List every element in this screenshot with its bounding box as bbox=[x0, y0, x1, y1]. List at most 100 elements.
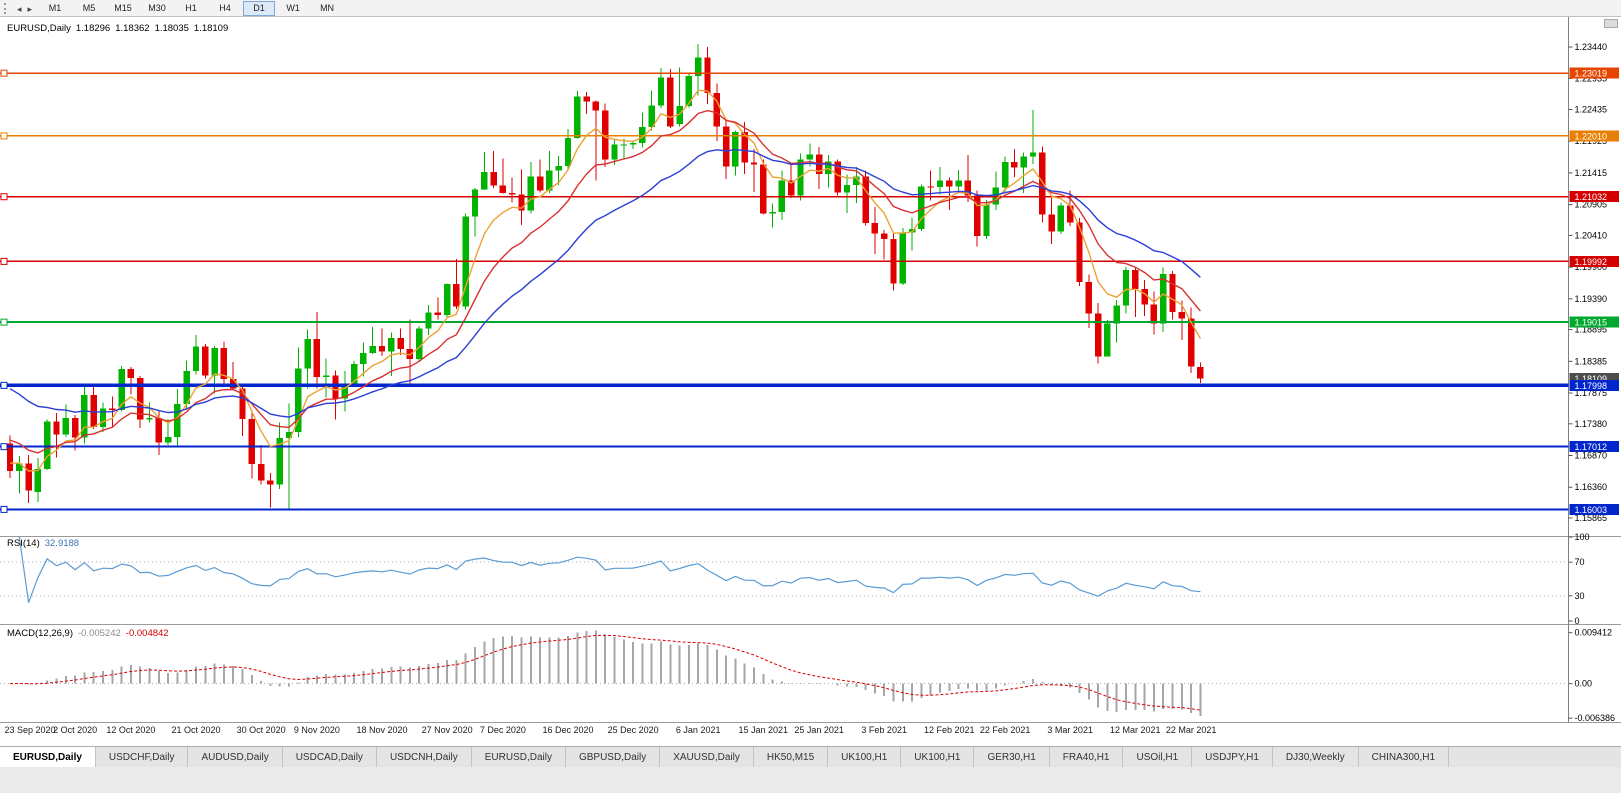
chart-tab[interactable]: USDCHF,Daily bbox=[95, 747, 189, 767]
chart-tab[interactable]: EURUSD,Daily bbox=[471, 747, 566, 767]
chart-tab[interactable]: USOil,H1 bbox=[1123, 747, 1193, 767]
timeframe-h4-button[interactable]: H4 bbox=[219, 2, 231, 13]
svg-text:16 Dec 2020: 16 Dec 2020 bbox=[542, 725, 593, 735]
svg-text:-0.006386: -0.006386 bbox=[1575, 713, 1616, 723]
line-anchor-marker[interactable] bbox=[0, 193, 8, 201]
price-tag: 1.19015 bbox=[1569, 316, 1619, 328]
svg-text:12 Oct 2020: 12 Oct 2020 bbox=[106, 725, 155, 735]
timeframe-m15-button[interactable]: M15 bbox=[114, 2, 132, 13]
timeframe-d1-button[interactable]: D1 bbox=[243, 0, 276, 16]
svg-text:27 Nov 2020: 27 Nov 2020 bbox=[422, 725, 473, 735]
svg-text:1.23019: 1.23019 bbox=[1575, 69, 1608, 79]
price-tag: 1.17998 bbox=[1569, 379, 1619, 391]
chart-tab[interactable]: FRA40,H1 bbox=[1049, 747, 1124, 767]
svg-text:1.19900: 1.19900 bbox=[1575, 262, 1608, 272]
svg-text:1.17998: 1.17998 bbox=[1575, 381, 1608, 391]
macd-name: MACD(12,26,9) bbox=[7, 628, 73, 639]
svg-text:30 Oct 2020: 30 Oct 2020 bbox=[237, 725, 286, 735]
svg-text:1.18385: 1.18385 bbox=[1575, 356, 1608, 366]
ma-mid-line bbox=[9, 109, 1201, 454]
chart-tab[interactable]: EURUSD,Daily bbox=[0, 747, 96, 767]
svg-text:23 Sep 2020: 23 Sep 2020 bbox=[4, 725, 55, 735]
timeframe-buttons: M1 M5 M15 M30 H1 H4 D1 W1 MN bbox=[39, 0, 345, 16]
svg-text:1.15865: 1.15865 bbox=[1575, 513, 1608, 523]
macd-histogram bbox=[18, 630, 1202, 716]
rsi-name: RSI(14) bbox=[7, 538, 40, 549]
chart-tab[interactable]: USDCAD,Daily bbox=[282, 747, 377, 767]
chart-tab[interactable]: USDCNH,Daily bbox=[376, 747, 472, 767]
chart-low-value: 1.18035 bbox=[154, 23, 189, 34]
svg-text:0: 0 bbox=[1575, 616, 1580, 626]
scroll-left-icon[interactable]: ◂ bbox=[17, 4, 22, 14]
svg-text:0.009412: 0.009412 bbox=[1575, 628, 1613, 638]
chart-tab[interactable]: USDJPY,H1 bbox=[1192, 747, 1273, 767]
line-anchor-marker[interactable] bbox=[0, 505, 8, 513]
svg-text:1.17012: 1.17012 bbox=[1575, 442, 1608, 452]
chart-tab[interactable]: UK100,H1 bbox=[828, 747, 902, 767]
svg-text:1.16360: 1.16360 bbox=[1575, 482, 1608, 492]
svg-text:12 Feb 2021: 12 Feb 2021 bbox=[924, 725, 975, 735]
chart-window: 1.234401.229351.224351.219251.214151.209… bbox=[0, 17, 1621, 746]
svg-text:2 Oct 2020: 2 Oct 2020 bbox=[53, 725, 97, 735]
chart-tab[interactable]: GBPUSD,Daily bbox=[565, 747, 661, 767]
line-anchor-marker[interactable] bbox=[0, 132, 8, 140]
svg-text:7 Dec 2020: 7 Dec 2020 bbox=[480, 725, 526, 735]
macd-signal-line bbox=[9, 634, 1201, 711]
timeframe-h1-button[interactable]: H1 bbox=[185, 2, 197, 13]
macd-main-value: -0.005242 bbox=[78, 628, 121, 639]
rsi-line bbox=[18, 536, 1201, 603]
price-tag: 1.23019 bbox=[1569, 67, 1619, 79]
chart-symbol: EURUSD,Daily bbox=[7, 23, 71, 34]
line-anchor-marker[interactable] bbox=[0, 443, 8, 451]
rsi-indicator-label: RSI(14) 32.9188 bbox=[7, 538, 79, 549]
svg-text:1.20905: 1.20905 bbox=[1575, 200, 1608, 210]
svg-text:6 Jan 2021: 6 Jan 2021 bbox=[676, 725, 721, 735]
timeframe-m1-button[interactable]: M1 bbox=[48, 2, 62, 13]
timeframe-mn-button[interactable]: MN bbox=[320, 2, 335, 13]
chart-tab[interactable]: AUDUSD,Daily bbox=[188, 747, 283, 767]
macd-signal-value: -0.004842 bbox=[125, 628, 169, 639]
svg-text:1.22435: 1.22435 bbox=[1575, 104, 1608, 114]
svg-text:1.16003: 1.16003 bbox=[1575, 505, 1608, 515]
chart-tab[interactable]: GER30,H1 bbox=[974, 747, 1050, 767]
svg-text:1.18895: 1.18895 bbox=[1575, 325, 1608, 335]
macd-indicator-label: MACD(12,26,9) -0.005242 -0.004842 bbox=[7, 628, 169, 639]
svg-text:1.19015: 1.19015 bbox=[1575, 318, 1608, 328]
chart-tab[interactable]: DJ30,Weekly bbox=[1272, 747, 1359, 767]
svg-text:0.00: 0.00 bbox=[1575, 679, 1593, 689]
chart-tab[interactable]: XAUUSD,Daily bbox=[660, 747, 754, 767]
svg-text:100: 100 bbox=[1575, 532, 1590, 542]
line-anchor-marker[interactable] bbox=[0, 257, 8, 265]
line-anchor-marker[interactable] bbox=[0, 69, 8, 77]
svg-text:1.18109: 1.18109 bbox=[1575, 374, 1608, 384]
price-chart-canvas[interactable]: 1.234401.229351.224351.219251.214151.209… bbox=[0, 17, 1621, 746]
svg-text:1.17875: 1.17875 bbox=[1575, 388, 1608, 398]
svg-text:1.22010: 1.22010 bbox=[1575, 131, 1608, 141]
svg-text:3 Mar 2021: 3 Mar 2021 bbox=[1047, 725, 1093, 735]
svg-text:1.16870: 1.16870 bbox=[1575, 451, 1608, 461]
svg-text:21 Oct 2020: 21 Oct 2020 bbox=[171, 725, 220, 735]
svg-text:3 Feb 2021: 3 Feb 2021 bbox=[861, 725, 907, 735]
svg-text:18 Nov 2020: 18 Nov 2020 bbox=[356, 725, 407, 735]
timeframe-m5-button[interactable]: M5 bbox=[82, 2, 96, 13]
timeframe-m30-button[interactable]: M30 bbox=[148, 2, 166, 13]
rsi-value: 32.9188 bbox=[44, 538, 80, 549]
chart-tab[interactable]: UK100,H1 bbox=[901, 747, 975, 767]
line-anchor-marker[interactable] bbox=[0, 381, 8, 389]
chart-tabs-bar: EURUSD,Daily USDCHF,Daily AUDUSD,Daily USDC… bbox=[0, 746, 1621, 767]
line-anchor-marker[interactable] bbox=[0, 318, 8, 326]
svg-text:1.17380: 1.17380 bbox=[1575, 419, 1608, 429]
chart-close-value: 1.18109 bbox=[193, 23, 229, 34]
price-tag: 1.16003 bbox=[1569, 503, 1619, 515]
timeframe-w1-button[interactable]: W1 bbox=[286, 2, 300, 13]
ma-slow-line bbox=[9, 148, 1201, 418]
chart-tab[interactable]: HK50,M15 bbox=[753, 747, 829, 767]
chart-tab[interactable]: CHINA300,H1 bbox=[1358, 747, 1449, 767]
scroll-right-icon[interactable]: ▸ bbox=[27, 4, 33, 14]
chart-open-value: 1.18296 bbox=[75, 23, 111, 34]
price-tag: 1.17012 bbox=[1569, 441, 1619, 453]
svg-text:15 Jan 2021: 15 Jan 2021 bbox=[739, 725, 789, 735]
svg-text:70: 70 bbox=[1575, 557, 1585, 567]
svg-text:1.21415: 1.21415 bbox=[1575, 168, 1608, 178]
